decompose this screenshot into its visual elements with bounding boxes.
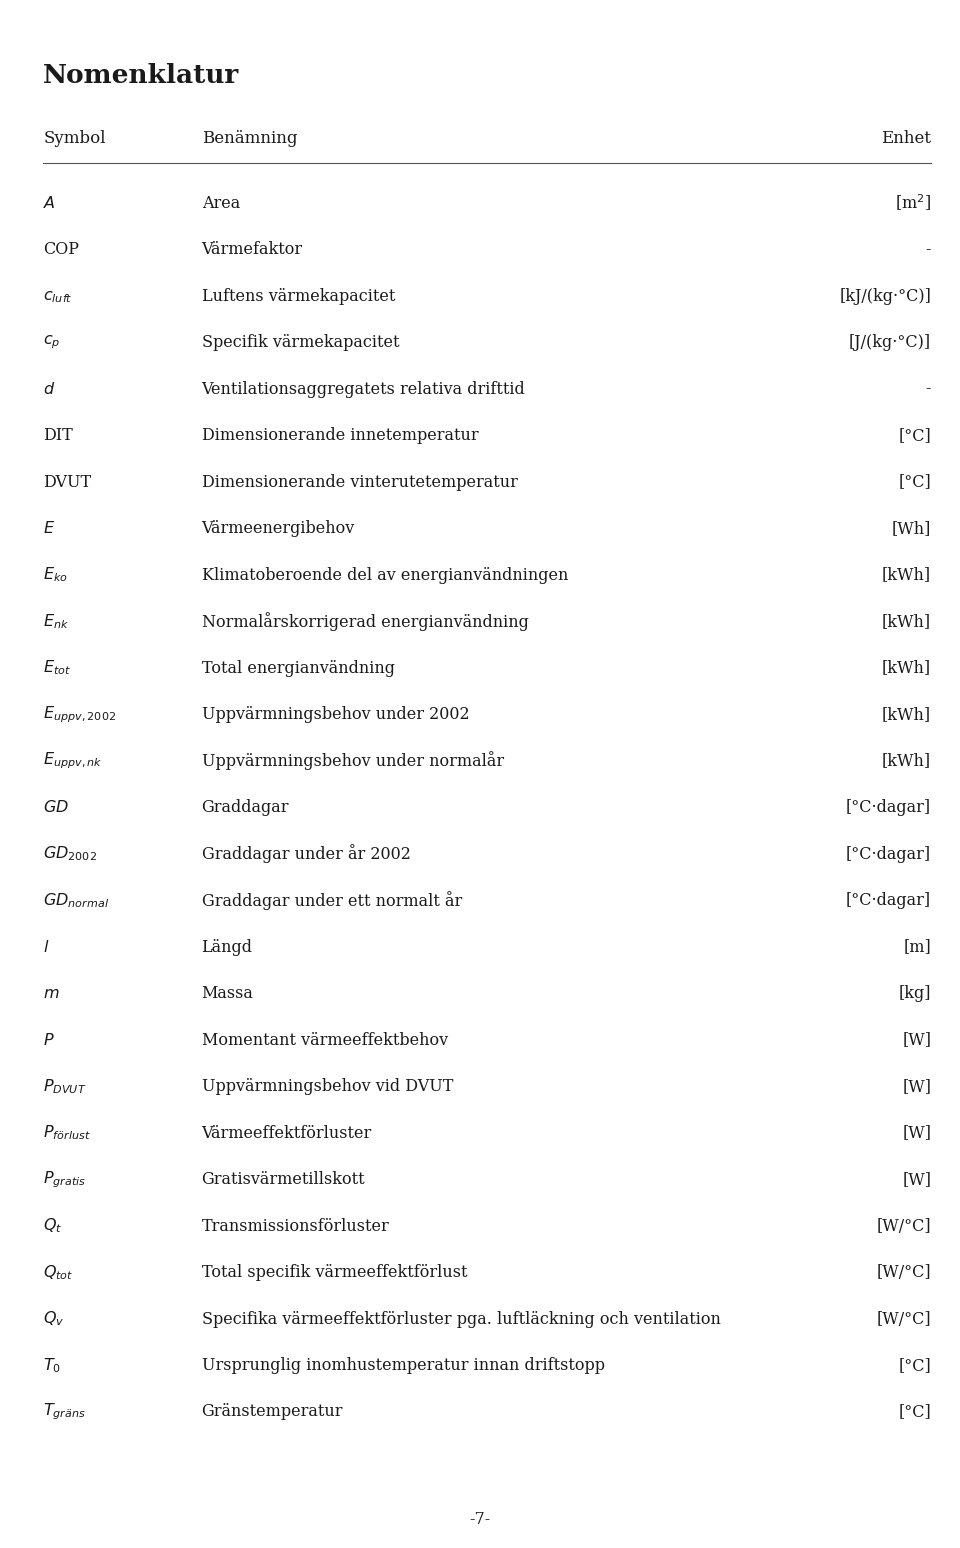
- Text: $c_{luft}$: $c_{luft}$: [43, 288, 73, 305]
- Text: $E$: $E$: [43, 520, 56, 537]
- Text: [°C·dagar]: [°C·dagar]: [846, 892, 931, 909]
- Text: Uppvärmningsbehov under normalår: Uppvärmningsbehov under normalår: [202, 751, 504, 771]
- Text: [°C]: [°C]: [899, 474, 931, 491]
- Text: Dimensionerande innetemperatur: Dimensionerande innetemperatur: [202, 427, 478, 444]
- Text: DIT: DIT: [43, 427, 73, 444]
- Text: [W]: [W]: [902, 1124, 931, 1141]
- Text: [J/(kg·°C)]: [J/(kg·°C)]: [849, 334, 931, 351]
- Text: [°C]: [°C]: [899, 427, 931, 444]
- Text: Specifik värmekapacitet: Specifik värmekapacitet: [202, 334, 399, 351]
- Text: $c_{p}$: $c_{p}$: [43, 334, 60, 351]
- Text: $T_{gräns}$: $T_{gräns}$: [43, 1401, 86, 1423]
- Text: Ursprunglig inomhustemperatur innan driftstopp: Ursprunglig inomhustemperatur innan drif…: [202, 1358, 605, 1375]
- Text: [W]: [W]: [902, 1031, 931, 1048]
- Text: Uppvärmningsbehov vid DVUT: Uppvärmningsbehov vid DVUT: [202, 1077, 453, 1094]
- Text: $P$: $P$: [43, 1031, 55, 1048]
- Text: $Q_{v}$: $Q_{v}$: [43, 1310, 64, 1328]
- Text: Värmefaktor: Värmefaktor: [202, 241, 302, 259]
- Text: Värmeeffektförluster: Värmeeffektförluster: [202, 1124, 372, 1141]
- Text: $T_{0}$: $T_{0}$: [43, 1356, 61, 1375]
- Text: DVUT: DVUT: [43, 474, 91, 491]
- Text: [kWh]: [kWh]: [882, 706, 931, 723]
- Text: $m$: $m$: [43, 985, 60, 1002]
- Text: Längd: Längd: [202, 938, 252, 955]
- Text: $d$: $d$: [43, 381, 56, 398]
- Text: [kWh]: [kWh]: [882, 567, 931, 584]
- Text: $Q_{t}$: $Q_{t}$: [43, 1217, 62, 1235]
- Text: Klimatoberoende del av energianvändningen: Klimatoberoende del av energianvändninge…: [202, 567, 568, 584]
- Text: $P_{DVUT}$: $P_{DVUT}$: [43, 1077, 86, 1096]
- Text: Luftens värmekapacitet: Luftens värmekapacitet: [202, 288, 395, 305]
- Text: [m]: [m]: [903, 938, 931, 955]
- Text: Ventilationsaggregatets relativa drifttid: Ventilationsaggregatets relativa driftti…: [202, 381, 525, 398]
- Text: Graddagar: Graddagar: [202, 799, 289, 816]
- Text: $l$: $l$: [43, 938, 50, 955]
- Text: [°C·dagar]: [°C·dagar]: [846, 845, 931, 862]
- Text: $P_{gratis}$: $P_{gratis}$: [43, 1169, 86, 1190]
- Text: $A$: $A$: [43, 195, 56, 212]
- Text: [W]: [W]: [902, 1170, 931, 1187]
- Text: [°C]: [°C]: [899, 1404, 931, 1421]
- Text: Massa: Massa: [202, 985, 253, 1002]
- Text: Gränstemperatur: Gränstemperatur: [202, 1404, 343, 1421]
- Text: $Q_{tot}$: $Q_{tot}$: [43, 1263, 74, 1282]
- Text: [Wh]: [Wh]: [892, 520, 931, 537]
- Text: Uppvärmningsbehov under 2002: Uppvärmningsbehov under 2002: [202, 706, 469, 723]
- Text: $E_{ko}$: $E_{ko}$: [43, 565, 68, 584]
- Text: [°C·dagar]: [°C·dagar]: [846, 799, 931, 816]
- Text: Normalårskorrigerad energianvändning: Normalårskorrigerad energianvändning: [202, 611, 528, 632]
- Text: Enhet: Enhet: [881, 130, 931, 147]
- Text: [kg]: [kg]: [899, 985, 931, 1002]
- Text: [kWh]: [kWh]: [882, 752, 931, 769]
- Text: Graddagar under ett normalt år: Graddagar under ett normalt år: [202, 892, 462, 910]
- Text: Total specifik värmeeffektförlust: Total specifik värmeeffektförlust: [202, 1265, 468, 1282]
- Text: Area: Area: [202, 195, 240, 212]
- Text: $E_{nk}$: $E_{nk}$: [43, 611, 69, 632]
- Text: Specifika värmeeffektförluster pga. luftläckning och ventilation: Specifika värmeeffektförluster pga. luft…: [202, 1311, 720, 1328]
- Text: $GD_{2002}$: $GD_{2002}$: [43, 845, 97, 864]
- Text: [kWh]: [kWh]: [882, 613, 931, 630]
- Text: $E_{tot}$: $E_{tot}$: [43, 658, 71, 678]
- Text: [kWh]: [kWh]: [882, 659, 931, 676]
- Text: Gratisvärmetillskott: Gratisvärmetillskott: [202, 1170, 365, 1187]
- Text: $E_{uppv,nk}$: $E_{uppv,nk}$: [43, 751, 103, 771]
- Text: [W/°C]: [W/°C]: [876, 1311, 931, 1328]
- Text: COP: COP: [43, 241, 79, 259]
- Text: Värmeenergibehov: Värmeenergibehov: [202, 520, 355, 537]
- Text: Transmissionsförluster: Transmissionsförluster: [202, 1217, 390, 1234]
- Text: Nomenklatur: Nomenklatur: [43, 63, 239, 88]
- Text: $P_{förlust}$: $P_{förlust}$: [43, 1124, 91, 1142]
- Text: Benämning: Benämning: [202, 130, 297, 147]
- Text: Total energianvändning: Total energianvändning: [202, 659, 395, 676]
- Text: Symbol: Symbol: [43, 130, 106, 147]
- Text: [W]: [W]: [902, 1077, 931, 1094]
- Text: -: -: [925, 381, 931, 398]
- Text: [W/°C]: [W/°C]: [876, 1265, 931, 1282]
- Text: -: -: [925, 241, 931, 259]
- Text: $GD$: $GD$: [43, 799, 69, 816]
- Text: [W/°C]: [W/°C]: [876, 1217, 931, 1234]
- Text: Momentant värmeeffektbehov: Momentant värmeeffektbehov: [202, 1031, 447, 1048]
- Text: [°C]: [°C]: [899, 1358, 931, 1375]
- Text: Graddagar under år 2002: Graddagar under år 2002: [202, 845, 411, 864]
- Text: [m$^2$]: [m$^2$]: [895, 194, 931, 214]
- Text: [kJ/(kg·°C)]: [kJ/(kg·°C)]: [839, 288, 931, 305]
- Text: -7-: -7-: [469, 1511, 491, 1528]
- Text: $E_{uppv,2002}$: $E_{uppv,2002}$: [43, 704, 116, 724]
- Text: Dimensionerande vinterutetemperatur: Dimensionerande vinterutetemperatur: [202, 474, 517, 491]
- Text: $GD_{normal}$: $GD_{normal}$: [43, 892, 109, 910]
